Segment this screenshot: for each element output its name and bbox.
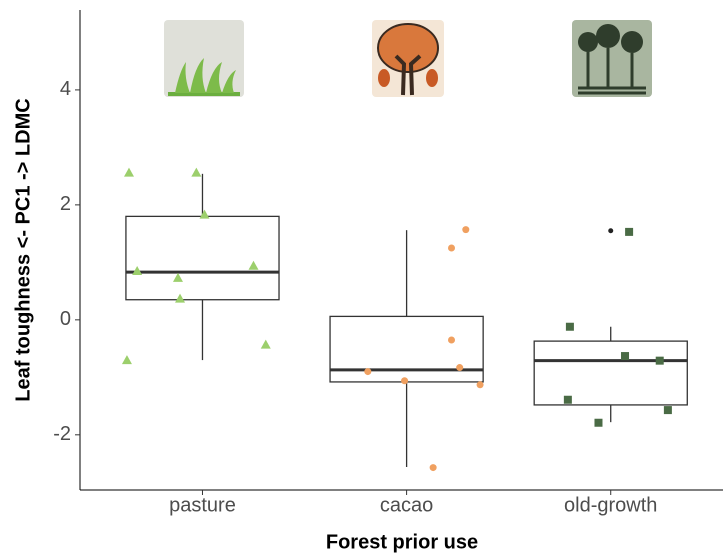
point bbox=[260, 339, 271, 349]
y-tick-label: 2 bbox=[60, 193, 71, 215]
y-tick-label: 0 bbox=[60, 308, 71, 330]
outlier bbox=[608, 228, 614, 234]
point bbox=[663, 406, 672, 415]
point bbox=[132, 265, 143, 275]
point bbox=[123, 167, 134, 177]
point bbox=[594, 418, 603, 427]
point bbox=[476, 381, 484, 389]
point bbox=[565, 322, 574, 331]
point bbox=[364, 368, 372, 376]
icons bbox=[164, 20, 652, 97]
y-axis-label: Leaf toughness <- PC1 -> LDMC bbox=[12, 98, 34, 401]
point bbox=[462, 226, 470, 234]
point bbox=[429, 464, 437, 472]
point bbox=[621, 352, 630, 361]
point bbox=[448, 244, 456, 252]
old-growth-icon bbox=[572, 20, 652, 97]
x-tick-label: cacao bbox=[380, 494, 433, 516]
y-tick-label: -2 bbox=[53, 423, 71, 445]
point bbox=[563, 395, 572, 404]
box bbox=[125, 215, 280, 301]
point bbox=[121, 355, 132, 365]
y-tick-label: 4 bbox=[60, 78, 71, 100]
x-axis-label: Forest prior use bbox=[326, 531, 478, 553]
point bbox=[199, 209, 210, 219]
point bbox=[401, 377, 409, 385]
point bbox=[655, 356, 664, 365]
point bbox=[172, 272, 183, 282]
box bbox=[329, 315, 484, 383]
x-tick-label: old-growth bbox=[564, 494, 657, 516]
point bbox=[625, 227, 634, 236]
cacao-icon bbox=[372, 20, 444, 97]
x-tick-label: pasture bbox=[169, 494, 236, 516]
point bbox=[456, 364, 464, 372]
point bbox=[191, 167, 202, 177]
point bbox=[448, 336, 456, 344]
point bbox=[248, 260, 259, 270]
box bbox=[533, 340, 688, 406]
point bbox=[175, 293, 186, 303]
pasture-icon bbox=[164, 20, 244, 97]
